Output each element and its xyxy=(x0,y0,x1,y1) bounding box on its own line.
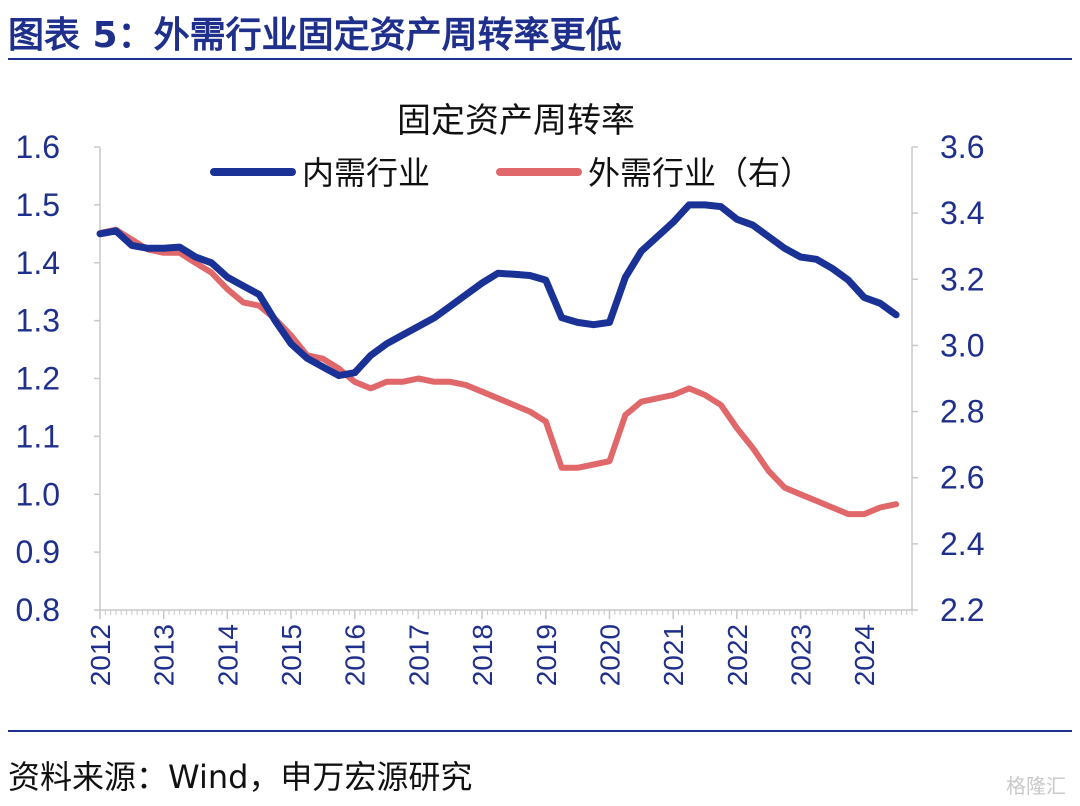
x-tick-label: 2013 xyxy=(149,624,180,686)
right-tick-label: 2.2 xyxy=(940,592,984,628)
legend-label: 外需行业（右） xyxy=(588,155,812,191)
right-tick-label: 3.6 xyxy=(940,129,984,165)
chart-title: 固定资产周转率 xyxy=(397,102,635,140)
x-tick-label: 2019 xyxy=(531,624,562,686)
bottom-rule xyxy=(8,730,1072,732)
legend-item-foreign: 外需行业（右） xyxy=(496,155,812,191)
left-tick-label: 1.1 xyxy=(16,418,60,454)
watermark-logo: 格隆汇 xyxy=(1006,774,1066,798)
x-tick-label: 2012 xyxy=(85,624,116,686)
x-tick-label: 2015 xyxy=(276,624,307,686)
legend-item-domestic: 内需行业 xyxy=(210,155,430,191)
x-tick-label: 2022 xyxy=(722,624,753,686)
x-tick-label: 2020 xyxy=(594,624,625,686)
x-tick-label: 2017 xyxy=(403,624,434,686)
top-rule xyxy=(8,58,1072,60)
left-tick-label: 1.2 xyxy=(16,361,60,397)
series-line-domestic xyxy=(96,201,900,380)
left-tick-label: 1.5 xyxy=(16,187,60,223)
axes-layer: 0.8 0.9 1.0 1.1 1.2 1.3 1.4 1.5 1.6 2.2 2.4 2.6 2.8 3… xyxy=(16,129,985,686)
left-tick-label: 1.3 xyxy=(16,303,60,339)
right-tick-label: 3.2 xyxy=(940,261,984,297)
right-tick-label: 2.8 xyxy=(940,394,984,430)
x-tick-label: 2023 xyxy=(786,624,817,686)
left-tick-label: 0.8 xyxy=(16,592,60,628)
line-chart: 固定资产周转率 0.8 0.9 1.0 1.1 1.2 1.3 1.4 1.5 1.6 2.2 2.… xyxy=(16,102,985,686)
left-tick-label: 1.6 xyxy=(16,129,60,165)
series-line-foreign xyxy=(97,226,900,518)
legend: 内需行业 外需行业（右） xyxy=(210,155,812,191)
x-tick-label: 2018 xyxy=(467,624,498,686)
left-tick-label: 1.0 xyxy=(16,476,60,512)
figure-title: 图表 5：外需行业固定资产周转率更低 xyxy=(8,15,622,56)
x-tick-label: 2024 xyxy=(849,624,880,686)
right-tick-label: 2.6 xyxy=(940,460,984,496)
series-layer xyxy=(96,201,900,518)
right-tick-label: 2.4 xyxy=(940,526,984,562)
source-note: 资料来源：Wind，申万宏源研究 xyxy=(8,758,473,796)
x-tick-label: 2021 xyxy=(658,624,689,686)
legend-label: 内需行业 xyxy=(302,155,430,191)
left-tick-label: 1.4 xyxy=(16,245,60,281)
right-tick-label: 3.0 xyxy=(940,327,984,363)
right-tick-label: 3.4 xyxy=(940,195,984,231)
x-tick-label: 2016 xyxy=(340,624,371,686)
left-tick-label: 0.9 xyxy=(16,534,60,570)
x-tick-label: 2014 xyxy=(212,624,243,686)
